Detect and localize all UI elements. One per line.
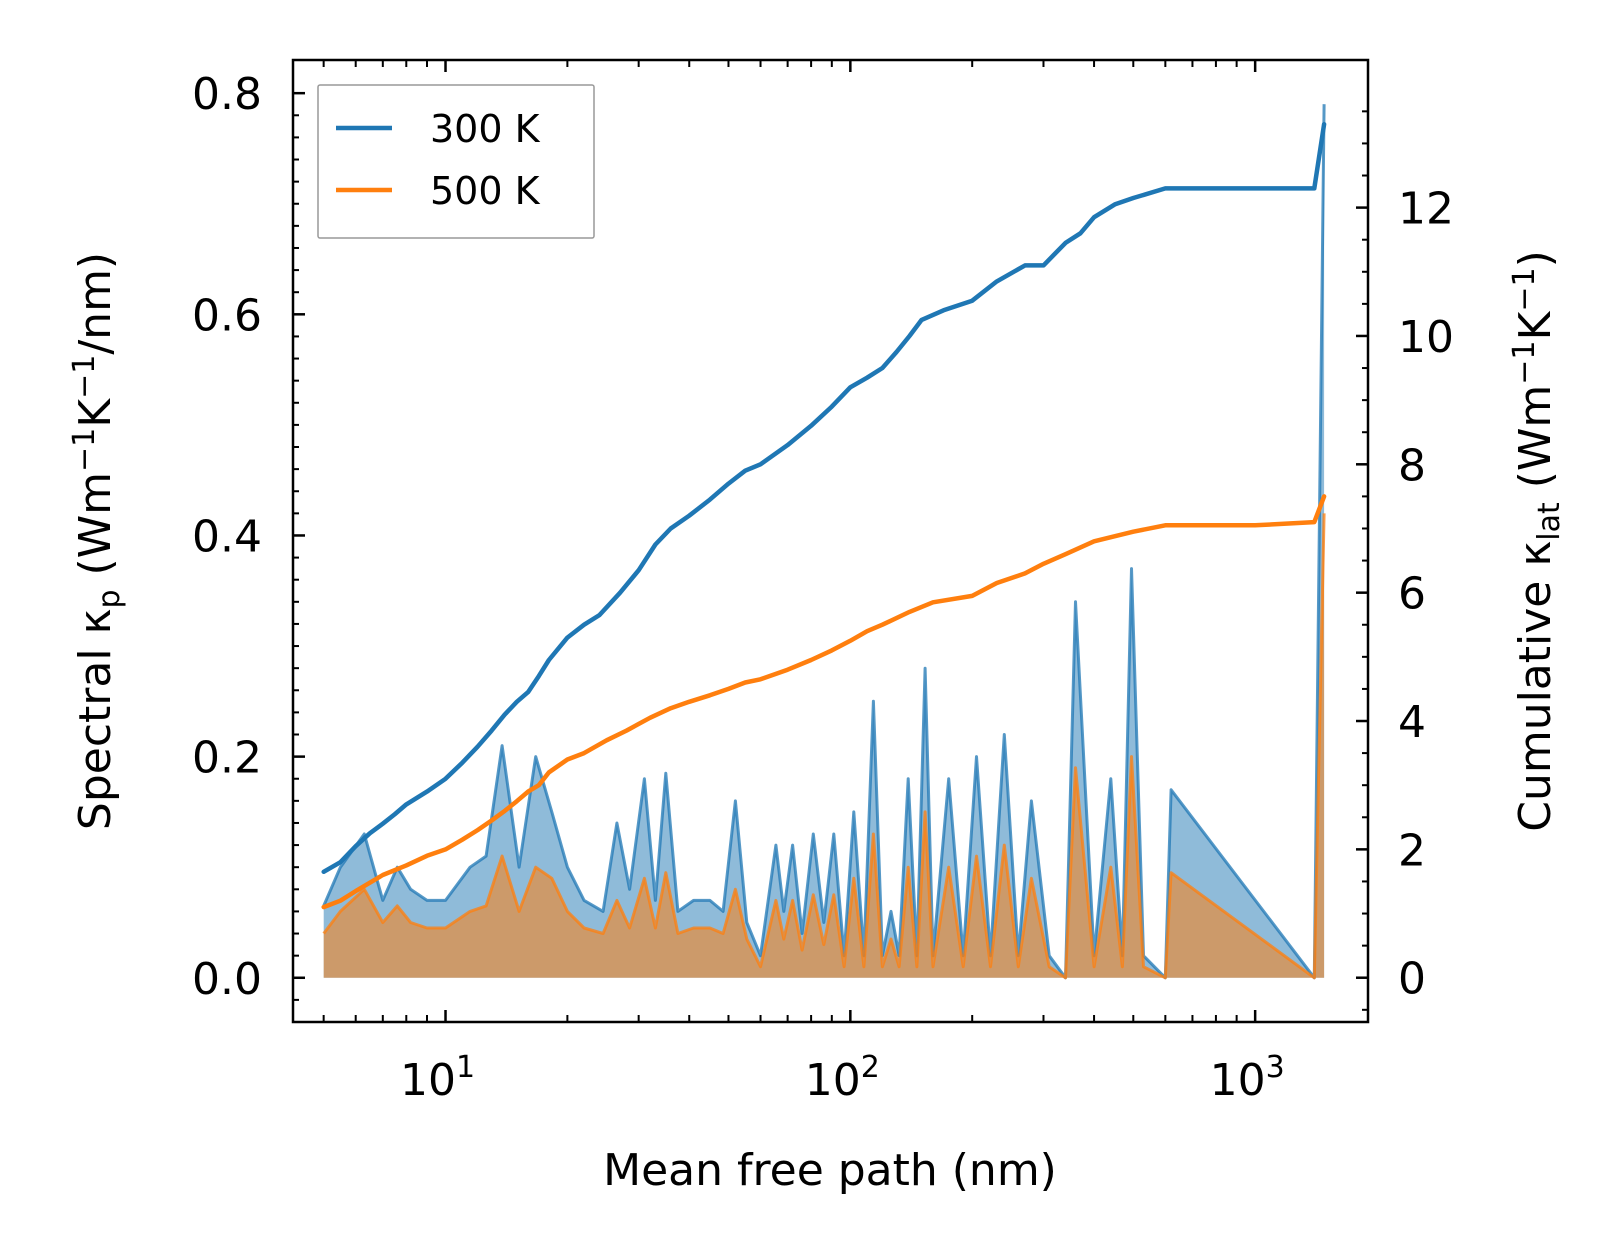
- y-left-tick-label: 0.2: [192, 733, 262, 784]
- y-left-title-subscript: p: [92, 589, 127, 608]
- y-right-title-subscript: lat: [1532, 502, 1567, 541]
- y-left-title-superscript: −1: [67, 428, 102, 472]
- cumulative-line-300k: [321, 121, 1327, 875]
- y-left-title-part: /nm): [70, 252, 121, 355]
- spectral-area-300k: [323, 104, 1325, 978]
- cumulative-layer: [321, 121, 1327, 910]
- y-right-title-part: ): [1510, 250, 1561, 267]
- legend: 300 K 500 K: [317, 84, 595, 239]
- y-right-tick-label: 12: [1398, 184, 1454, 235]
- y-left-tick-label: 0.0: [192, 954, 262, 1005]
- spectral-area-500k: [323, 513, 1325, 978]
- y-right-title-superscript: −1: [1507, 267, 1542, 311]
- y-right-title-part: Cumulative κ: [1510, 541, 1561, 832]
- plot-frame: [291, 58, 1370, 1024]
- legend-label-300k: 300 K: [430, 107, 541, 151]
- y-right-axis-title: Cumulative κlat (Wm−1K−1): [1507, 250, 1567, 832]
- x-tick-label-exponent: 1: [456, 1050, 475, 1085]
- spectral-line-500k: [322, 513, 1326, 980]
- spectral-line-300k: [322, 104, 1326, 980]
- spectral-layer: [322, 104, 1326, 980]
- y-left-title-part: K: [70, 398, 121, 428]
- y-right-axis: 0 2 4 6 8 10 12: [1356, 110, 1454, 1011]
- x-tick-label-exponent: 3: [1266, 1050, 1285, 1085]
- x-tick-label-base: 10: [805, 1055, 861, 1106]
- y-left-title-superscript: −1: [67, 355, 102, 399]
- x-tick-label: 102: [805, 1050, 880, 1106]
- y-left-axis: 0.0 0.2 0.4 0.6 0.8: [192, 69, 305, 1005]
- y-right-tick-label: 4: [1398, 697, 1426, 748]
- y-left-title-part: Spectral κ: [70, 609, 121, 831]
- y-right-tick-label: 10: [1398, 312, 1454, 363]
- y-left-tick-label: 0.4: [192, 511, 262, 562]
- legend-box: [317, 84, 595, 239]
- x-tick-label-exponent: 2: [861, 1050, 880, 1085]
- y-right-title-superscript: −1: [1507, 340, 1542, 384]
- y-right-tick-label: 8: [1398, 440, 1426, 491]
- y-left-tick-label: 0.8: [192, 69, 262, 120]
- y-left-title-part: (Wm: [70, 472, 121, 590]
- x-axis-title: Mean free path (nm): [603, 1145, 1057, 1196]
- x-tick-label: 103: [1210, 1050, 1285, 1106]
- x-tick-label-base: 10: [400, 1055, 456, 1106]
- y-right-tick-label: 2: [1398, 825, 1426, 876]
- cumulative-line-500k: [321, 494, 1327, 910]
- x-tick-label: 101: [400, 1050, 475, 1106]
- y-right-tick-label: 0: [1398, 954, 1426, 1005]
- y-right-tick-label: 6: [1398, 569, 1426, 620]
- y-right-title-part: K: [1510, 310, 1561, 340]
- x-tick-label-base: 10: [1210, 1055, 1266, 1106]
- y-right-title-part: (Wm: [1510, 385, 1561, 503]
- x-axis: 101 102 103: [322, 60, 1285, 1106]
- y-left-tick-label: 0.6: [192, 290, 262, 341]
- legend-label-500k: 500 K: [430, 169, 541, 213]
- y-left-axis-title: Spectral κp (Wm−1K−1/nm): [67, 252, 127, 830]
